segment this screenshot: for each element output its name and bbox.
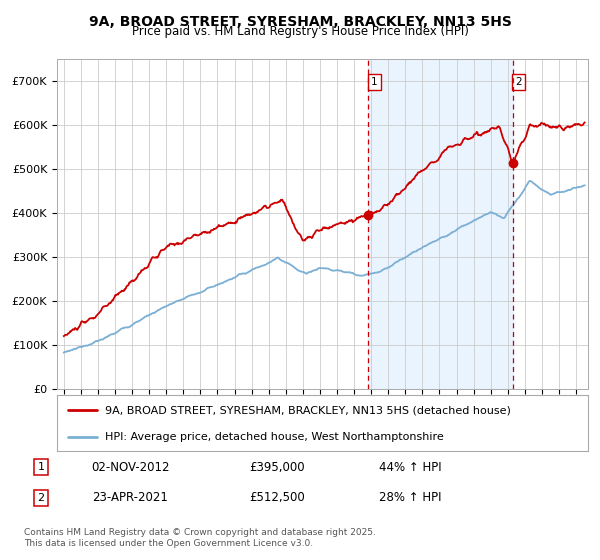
Text: 9A, BROAD STREET, SYRESHAM, BRACKLEY, NN13 5HS (detached house): 9A, BROAD STREET, SYRESHAM, BRACKLEY, NN… (105, 405, 511, 416)
Bar (368, 59, 513, 389)
Text: Price paid vs. HM Land Registry's House Price Index (HPI): Price paid vs. HM Land Registry's House … (131, 25, 469, 38)
Text: This data is licensed under the Open Government Licence v3.0.: This data is licensed under the Open Gov… (24, 539, 313, 548)
Text: 1: 1 (37, 462, 44, 472)
Text: Contains HM Land Registry data © Crown copyright and database right 2025.: Contains HM Land Registry data © Crown c… (24, 528, 376, 536)
Text: 28% ↑ HPI: 28% ↑ HPI (379, 492, 442, 505)
Text: 2: 2 (515, 77, 522, 87)
Text: 1: 1 (371, 77, 377, 87)
Text: 2: 2 (37, 493, 44, 503)
Text: £512,500: £512,500 (250, 492, 305, 505)
Text: 44% ↑ HPI: 44% ↑ HPI (379, 461, 442, 474)
Text: 23-APR-2021: 23-APR-2021 (92, 492, 167, 505)
Text: 9A, BROAD STREET, SYRESHAM, BRACKLEY, NN13 5HS: 9A, BROAD STREET, SYRESHAM, BRACKLEY, NN… (89, 15, 511, 29)
Text: £395,000: £395,000 (250, 461, 305, 474)
Text: HPI: Average price, detached house, West Northamptonshire: HPI: Average price, detached house, West… (105, 432, 443, 442)
Text: 02-NOV-2012: 02-NOV-2012 (92, 461, 170, 474)
